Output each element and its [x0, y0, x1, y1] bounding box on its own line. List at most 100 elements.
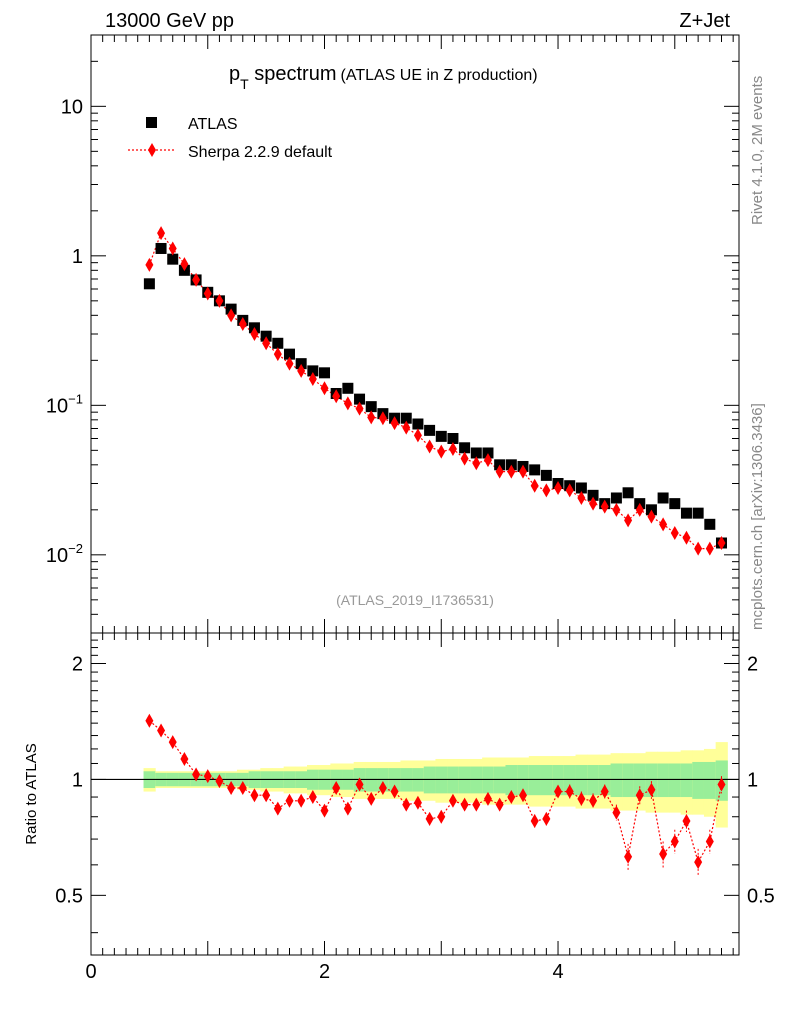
atlas-point	[657, 492, 669, 504]
legend: ATLAS Sherpa 2.2.9 default	[128, 116, 333, 161]
ratio-point	[238, 780, 247, 795]
sherpa-point	[705, 541, 714, 556]
header-left: 13000 GeV pp	[105, 10, 234, 32]
sherpa-point	[203, 286, 212, 301]
sherpa-point	[600, 499, 609, 514]
title-p: p	[229, 63, 240, 85]
ratio-point	[203, 769, 212, 784]
ratio-band-inner	[598, 765, 612, 796]
atlas-point	[424, 424, 436, 436]
sherpa-point	[355, 401, 364, 416]
ratio-bands	[91, 742, 739, 828]
atlas-point	[283, 348, 295, 360]
ratio-point	[192, 767, 201, 782]
sherpa-point	[612, 502, 621, 517]
ratio-point	[670, 834, 679, 849]
ratio-point	[308, 790, 317, 805]
sherpa-point	[378, 411, 387, 426]
xtick-label: 2	[319, 961, 330, 983]
analysis-watermark: (ATLAS_2019_I1736531)	[336, 592, 494, 608]
atlas-point	[143, 278, 155, 290]
sherpa-point	[308, 372, 317, 387]
ratio-ytick-label-right: 2	[747, 653, 758, 675]
ratio-band-inner	[528, 765, 542, 796]
sherpa-point	[320, 381, 329, 396]
atlas-point	[307, 365, 319, 377]
atlas-point	[540, 469, 552, 481]
main-marks	[143, 226, 727, 556]
xtick-label: 0	[85, 961, 96, 983]
rivet-label: Rivet 4.1.0, 2M events	[749, 76, 766, 225]
ratio-point	[273, 801, 282, 816]
sherpa-point	[530, 478, 539, 493]
main-ytick-label: 10−2	[46, 541, 83, 567]
sherpa-point	[297, 363, 306, 378]
ratio-band-inner	[680, 763, 693, 798]
legend-sherpa-marker	[148, 143, 156, 157]
sherpa-point	[682, 530, 691, 545]
ratio-ytick-label-left: 0.5	[55, 885, 83, 907]
sherpa-point	[192, 272, 201, 287]
atlas-point	[354, 393, 366, 405]
ratio-point	[507, 790, 516, 805]
atlas-point	[575, 482, 587, 494]
ratio-point	[437, 809, 446, 824]
mcplots-label: mcplots.cern.ch [arXiv:1306.3436]	[749, 403, 766, 630]
ratio-point	[378, 780, 387, 795]
sherpa-point	[285, 356, 294, 371]
sherpa-point	[495, 464, 504, 479]
ratio-point	[694, 855, 703, 870]
atlas-point	[459, 442, 471, 454]
ratio-point	[495, 797, 504, 812]
sherpa-point	[273, 347, 282, 362]
ratio-band-inner	[540, 765, 553, 796]
ratio-point	[542, 811, 551, 826]
ratio-band-inner	[692, 761, 705, 799]
ratio-point	[332, 780, 341, 795]
sherpa-point	[425, 439, 434, 454]
ratio-point	[320, 803, 329, 818]
atlas-point	[610, 492, 622, 504]
ratio-band-inner	[657, 763, 670, 798]
ratio-band-inner	[633, 763, 647, 798]
chart-title: pT spectrum (ATLAS UE in Z production)	[229, 63, 538, 92]
ratio-point	[367, 791, 376, 806]
atlas-point	[680, 507, 692, 519]
sherpa-point	[554, 480, 563, 495]
sherpa-point	[670, 525, 679, 540]
sherpa-point	[717, 535, 726, 550]
ratio-band-inner	[505, 765, 518, 796]
atlas-point	[412, 418, 424, 430]
main-ytick-label: 1	[72, 246, 83, 268]
sherpa-point	[238, 316, 247, 331]
sherpa-point	[647, 509, 656, 524]
sherpa-point	[659, 517, 668, 532]
sherpa-point	[577, 490, 586, 505]
ratio-point	[519, 788, 527, 803]
ratio-point	[612, 805, 621, 820]
sherpa-point	[343, 396, 352, 411]
ratio-point	[285, 793, 294, 808]
ratio-band-inner	[668, 763, 682, 798]
atlas-point	[400, 412, 412, 424]
atlas-point	[272, 337, 284, 349]
ratio-ytick-label-right: 0.5	[747, 885, 775, 907]
sherpa-point	[215, 293, 224, 308]
ratio-ticks	[90, 633, 739, 955]
ratio-point	[682, 813, 691, 828]
atlas-point	[295, 358, 307, 370]
sherpa-point	[437, 444, 446, 459]
ratio-band-inner	[552, 765, 565, 796]
ratio-point	[472, 797, 481, 812]
main-ticks	[90, 34, 739, 634]
sherpa-point	[402, 420, 411, 435]
ratio-point	[600, 784, 609, 799]
ratio-band-inner	[587, 765, 600, 796]
ratio-point	[250, 788, 259, 803]
title-sub: T	[240, 76, 249, 92]
ratio-frame	[90, 632, 740, 956]
sherpa-point	[694, 541, 703, 556]
ratio-point	[262, 788, 271, 803]
main-ytick-labels: 10 1 10−1 10−2	[46, 96, 83, 567]
sherpa-point	[565, 483, 574, 498]
